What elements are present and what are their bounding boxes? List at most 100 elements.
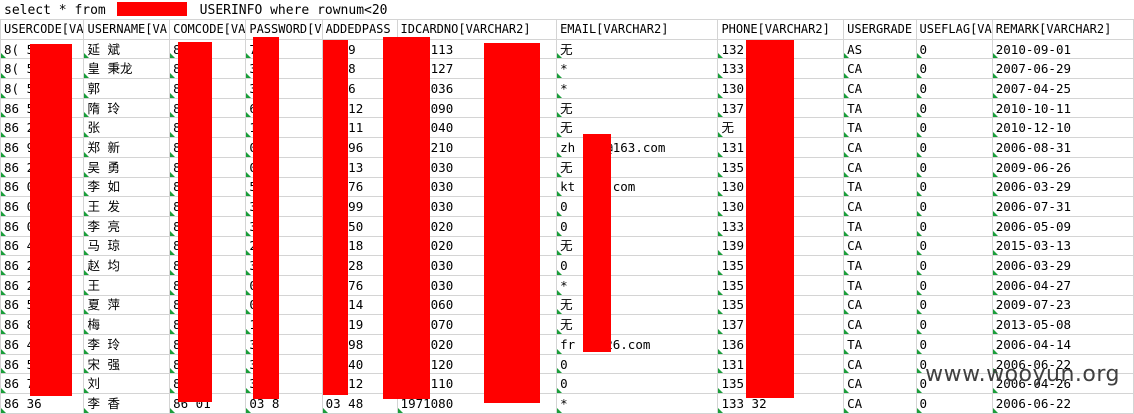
table-cell[interactable]: kt 163.com: [556, 176, 719, 198]
table-cell[interactable]: TA: [843, 117, 917, 139]
table-cell[interactable]: 2006-08-31: [991, 137, 1134, 158]
table-cell[interactable]: CA: [843, 156, 917, 178]
table-cell[interactable]: 无: [556, 235, 719, 257]
table-cell[interactable]: 2010-12-10: [991, 117, 1134, 139]
table-cell[interactable]: AS: [843, 38, 917, 60]
table-cell[interactable]: TA: [843, 97, 917, 119]
column-header[interactable]: USERGRADE: [843, 19, 917, 40]
table-cell[interactable]: CA: [843, 196, 917, 217]
table-cell[interactable]: CA: [843, 235, 917, 257]
table-cell[interactable]: 吴 勇: [83, 156, 171, 178]
table-cell[interactable]: 0: [556, 255, 719, 276]
table-cell[interactable]: CA: [843, 353, 917, 375]
column-header[interactable]: PHONE[VARCHAR2]: [717, 19, 845, 40]
table-cell[interactable]: 0: [915, 215, 993, 237]
table-cell[interactable]: 延 斌: [83, 38, 171, 60]
table-cell[interactable]: 2015-03-13: [991, 235, 1134, 257]
table-cell[interactable]: 2006-05-09: [991, 215, 1134, 237]
column-header[interactable]: USERNAME[VA: [83, 19, 171, 40]
table-cell[interactable]: 0: [915, 117, 993, 139]
table-cell[interactable]: 郭: [83, 78, 171, 99]
table-cell[interactable]: 赵 均: [83, 255, 171, 276]
table-cell[interactable]: 0: [915, 314, 993, 335]
table-cell[interactable]: 0: [556, 196, 719, 217]
table-cell[interactable]: 0: [915, 334, 993, 355]
table-cell[interactable]: 郑 新: [83, 137, 171, 158]
table-cell[interactable]: TA: [843, 215, 917, 237]
column-header[interactable]: EMAIL[VARCHAR2]: [556, 19, 719, 40]
table-cell[interactable]: CA: [843, 393, 917, 414]
table-cell[interactable]: *: [556, 274, 719, 296]
table-cell[interactable]: 2010-10-11: [991, 97, 1134, 119]
table-cell[interactable]: CA: [843, 294, 917, 316]
table-cell[interactable]: 无: [556, 117, 719, 139]
table-cell[interactable]: 马 琼: [83, 235, 171, 257]
table-cell[interactable]: 2006-03-29: [991, 176, 1134, 198]
table-cell[interactable]: 梅: [83, 314, 171, 335]
table-cell[interactable]: 张: [83, 117, 171, 139]
table-cell[interactable]: 皇 秉龙: [83, 58, 171, 80]
table-cell[interactable]: fr e@126.com: [556, 334, 719, 355]
table-cell[interactable]: 王 发: [83, 196, 171, 217]
table-cell[interactable]: 李 玲: [83, 334, 171, 355]
table-cell[interactable]: 李 亮: [83, 215, 171, 237]
table-cell[interactable]: 王: [83, 274, 171, 296]
table-cell[interactable]: 0: [915, 58, 993, 80]
table-cell[interactable]: TA: [843, 255, 917, 276]
table-cell[interactable]: 0: [915, 97, 993, 119]
table-cell[interactable]: 0: [915, 176, 993, 198]
column-header[interactable]: REMARK[VARCHAR2]: [991, 19, 1134, 40]
table-cell[interactable]: *: [556, 393, 719, 414]
table-cell[interactable]: 无: [556, 97, 719, 119]
column-header[interactable]: COMCODE[VA: [169, 19, 247, 40]
table-cell[interactable]: TA: [843, 176, 917, 198]
table-cell[interactable]: CA: [843, 373, 917, 395]
table-cell[interactable]: 0: [915, 156, 993, 178]
table-cell[interactable]: 2007-04-25: [991, 78, 1134, 99]
table-cell[interactable]: *: [556, 58, 719, 80]
table-cell[interactable]: 0: [915, 274, 993, 296]
table-cell[interactable]: 0: [915, 294, 993, 316]
table-cell[interactable]: 0: [915, 196, 993, 217]
table-cell[interactable]: 0: [915, 78, 993, 99]
column-header[interactable]: USERCODE[VA: [0, 19, 85, 40]
table-cell[interactable]: 夏 萍: [83, 294, 171, 316]
table-cell[interactable]: 李 香: [83, 393, 171, 414]
table-cell[interactable]: 2007-06-29: [991, 58, 1134, 80]
table-cell[interactable]: 无: [556, 314, 719, 335]
table-cell[interactable]: CA: [843, 78, 917, 99]
table-cell[interactable]: 0: [915, 393, 993, 414]
table-cell[interactable]: 0: [556, 215, 719, 237]
table-cell[interactable]: *: [556, 78, 719, 99]
table-cell[interactable]: CA: [843, 58, 917, 80]
table-cell[interactable]: 李 如: [83, 176, 171, 198]
table-cell[interactable]: 无: [556, 294, 719, 316]
table-cell[interactable]: 0: [556, 353, 719, 375]
table-cell[interactable]: 2006-04-14: [991, 334, 1134, 355]
table-cell[interactable]: 隋 玲: [83, 97, 171, 119]
table-cell[interactable]: 0: [915, 137, 993, 158]
table-cell[interactable]: 无: [556, 38, 719, 60]
table-cell[interactable]: 2006-06-22: [991, 393, 1134, 414]
table-cell[interactable]: 0: [915, 235, 993, 257]
table-cell[interactable]: 2009-07-23: [991, 294, 1134, 316]
table-cell[interactable]: zh xin@163.com: [556, 137, 719, 158]
table-cell[interactable]: 0: [556, 373, 719, 395]
column-header[interactable]: USEFLAG[VA: [915, 19, 993, 40]
table-cell[interactable]: 0: [915, 255, 993, 276]
table-cell[interactable]: TA: [843, 334, 917, 355]
table-cell[interactable]: CA: [843, 314, 917, 335]
table-cell[interactable]: 2010-09-01: [991, 38, 1134, 60]
table-cell[interactable]: CA: [843, 137, 917, 158]
table-cell[interactable]: 2006-07-31: [991, 196, 1134, 217]
table-cell[interactable]: 宋 强: [83, 353, 171, 375]
table-cell[interactable]: 2006-04-27: [991, 274, 1134, 296]
table-cell[interactable]: 0: [915, 38, 993, 60]
table-cell[interactable]: TA: [843, 274, 917, 296]
table-cell[interactable]: 2013-05-08: [991, 314, 1134, 335]
table-cell[interactable]: 刘: [83, 373, 171, 395]
table-cell[interactable]: 86 36: [0, 393, 85, 414]
table-cell[interactable]: 2009-06-26: [991, 156, 1134, 178]
table-cell[interactable]: 2006-03-29: [991, 255, 1134, 276]
table-cell[interactable]: 无: [556, 156, 719, 178]
